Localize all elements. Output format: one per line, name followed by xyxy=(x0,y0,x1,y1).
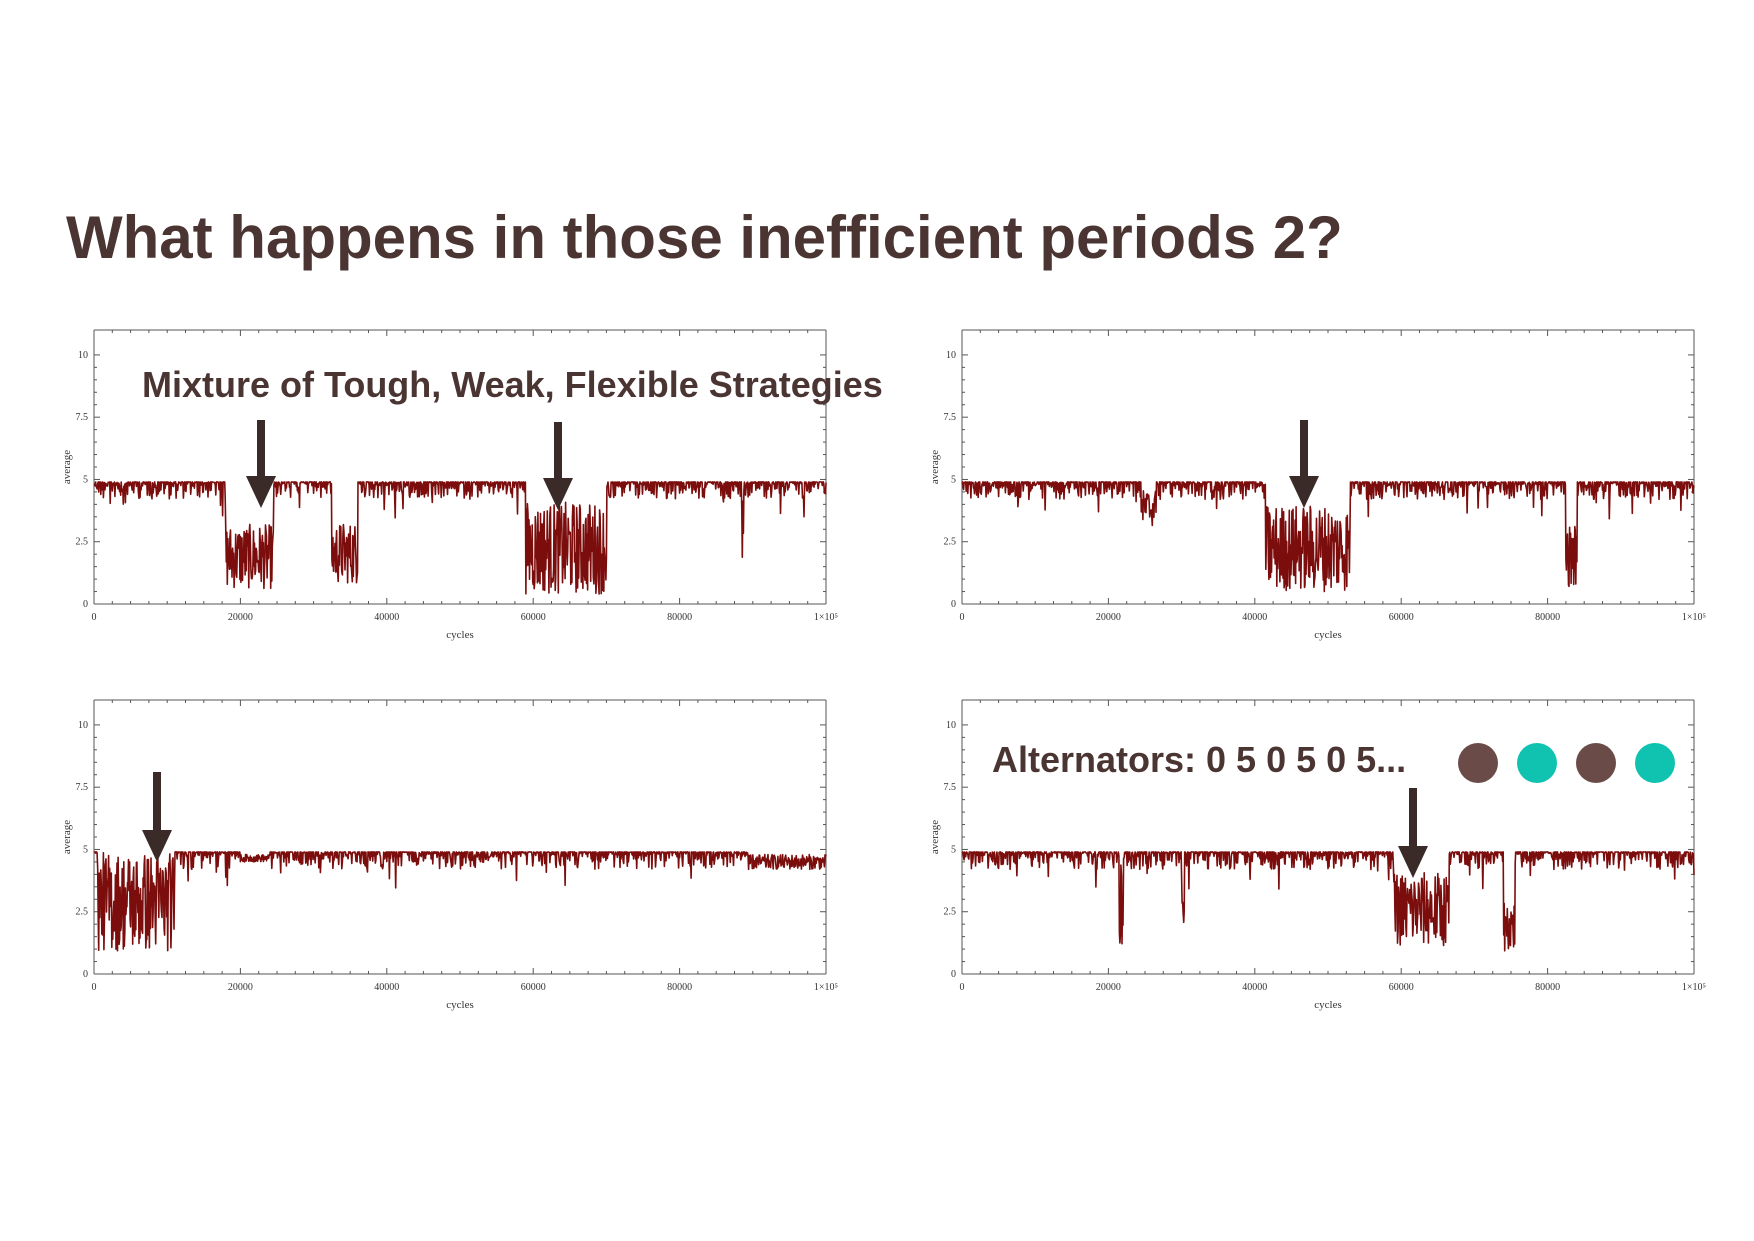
arrow-indicator xyxy=(1398,788,1428,878)
chart-top-left: 0 20000 40000 60000 80000 1×10⁵ 0 2.5 5 7.5 10 cycl… xyxy=(61,329,838,641)
y-axis-label: average xyxy=(61,820,73,854)
arrow-indicator xyxy=(543,422,573,510)
x-axis-label: cycles xyxy=(446,999,473,1011)
y-tick-label: 0 xyxy=(951,599,956,610)
x-tick-label: 80000 xyxy=(667,982,692,993)
series-line xyxy=(961,481,1695,593)
x-tick-label: 60000 xyxy=(1389,982,1414,993)
x-tick-label: 0 xyxy=(960,612,965,623)
slide-title: What happens in those inefficient period… xyxy=(66,204,1343,271)
chart-top-right: 0 20000 40000 60000 80000 1×10⁵ 0 2.5 5 7.5 10 cycl… xyxy=(929,329,1706,641)
y-tick-label: 2.5 xyxy=(76,537,89,548)
x-tick-label: 0 xyxy=(92,982,97,993)
y-tick-label: 2.5 xyxy=(76,907,89,918)
y-tick-label: 7.5 xyxy=(944,782,957,793)
teal-dot xyxy=(1517,743,1557,783)
series-line xyxy=(93,851,827,952)
y-tick-label: 5 xyxy=(83,844,88,855)
x-tick-label: 1×10⁵ xyxy=(814,612,838,623)
x-tick-label: 80000 xyxy=(667,612,692,623)
y-tick-label: 5 xyxy=(951,844,956,855)
x-axis-label: cycles xyxy=(446,629,473,641)
brown-dot xyxy=(1458,743,1498,783)
x-tick-label: 40000 xyxy=(1242,612,1267,623)
y-tick-label: 5 xyxy=(951,474,956,485)
y-tick-label: 10 xyxy=(78,720,88,731)
y-tick-label: 0 xyxy=(83,599,88,610)
x-axis-label: cycles xyxy=(1314,999,1341,1011)
x-tick-label: 60000 xyxy=(521,612,546,623)
y-tick-label: 10 xyxy=(78,350,88,361)
series-line xyxy=(961,851,1695,952)
y-tick-label: 7.5 xyxy=(76,412,89,423)
x-tick-label: 80000 xyxy=(1535,612,1560,623)
y-tick-label: 2.5 xyxy=(944,907,957,918)
y-tick-label: 5 xyxy=(83,474,88,485)
x-tick-label: 20000 xyxy=(1096,982,1121,993)
annotation-mixture: Mixture of Tough, Weak, Flexible Strateg… xyxy=(142,364,883,405)
y-tick-label: 0 xyxy=(83,969,88,980)
x-tick-label: 20000 xyxy=(1096,612,1121,623)
y-axis-label: average xyxy=(929,450,941,484)
x-tick-label: 40000 xyxy=(1242,982,1267,993)
teal-dot xyxy=(1635,743,1675,783)
arrow-indicator xyxy=(1289,420,1319,508)
x-tick-label: 1×10⁵ xyxy=(1682,612,1706,623)
series-line xyxy=(93,481,827,595)
arrow-indicator xyxy=(142,772,172,862)
x-tick-label: 60000 xyxy=(1389,612,1414,623)
chart-bottom-right: 0 20000 40000 60000 80000 1×10⁵ 0 2.5 5 7.5 10 cycl… xyxy=(929,699,1706,1011)
y-tick-label: 7.5 xyxy=(76,782,89,793)
y-tick-label: 10 xyxy=(946,350,956,361)
y-axis-label: average xyxy=(61,450,73,484)
chart-bottom-left: 0 20000 40000 60000 80000 1×10⁵ 0 2.5 5 7.5 10 cycl… xyxy=(61,699,838,1011)
x-tick-label: 80000 xyxy=(1535,982,1560,993)
x-tick-label: 20000 xyxy=(228,982,253,993)
y-tick-label: 2.5 xyxy=(944,537,957,548)
x-tick-label: 0 xyxy=(960,982,965,993)
x-axis-label: cycles xyxy=(1314,629,1341,641)
y-tick-label: 7.5 xyxy=(944,412,957,423)
y-tick-label: 0 xyxy=(951,969,956,980)
arrow-indicator xyxy=(246,420,276,508)
x-tick-label: 0 xyxy=(92,612,97,623)
y-axis-label: average xyxy=(929,820,941,854)
x-tick-label: 60000 xyxy=(521,982,546,993)
x-tick-label: 1×10⁵ xyxy=(814,982,838,993)
x-tick-label: 40000 xyxy=(374,612,399,623)
x-tick-label: 1×10⁵ xyxy=(1682,982,1706,993)
x-tick-label: 40000 xyxy=(374,982,399,993)
y-tick-label: 10 xyxy=(946,720,956,731)
x-tick-label: 20000 xyxy=(228,612,253,623)
annotation-alternators: Alternators: 0 5 0 5 0 5... xyxy=(992,739,1407,780)
brown-dot xyxy=(1576,743,1616,783)
